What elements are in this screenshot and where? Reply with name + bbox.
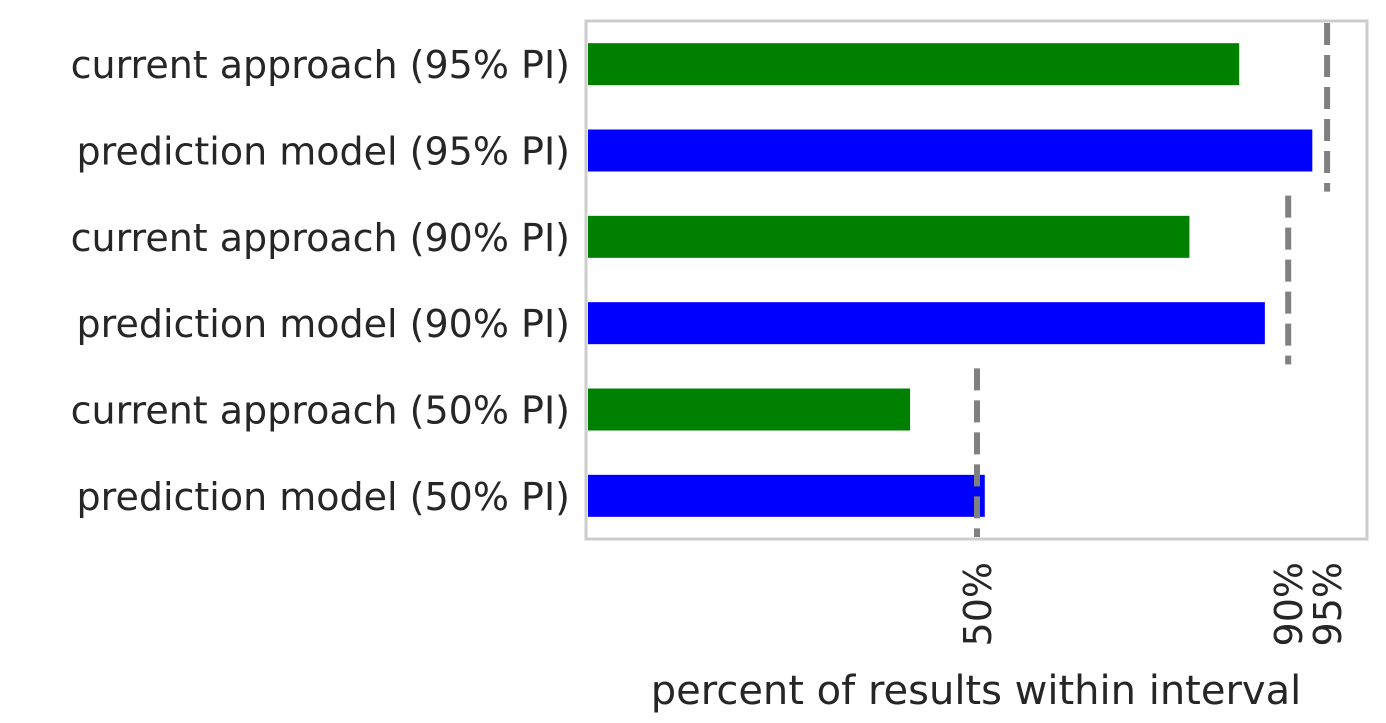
y-tick-label-current-approach-90-pi: current approach (90% PI): [71, 216, 570, 260]
bar-current-approach-90-pi: [588, 215, 1190, 258]
y-tick-labels-group: current approach (95% PI) prediction mode…: [71, 43, 570, 519]
bar-prediction-model-95-pi: [588, 129, 1313, 172]
bar-prediction-model-90-pi: [588, 302, 1265, 345]
y-tick-label-prediction-model-90-pi: prediction model (90% PI): [77, 302, 570, 346]
plot-frame: [584, 19, 1369, 541]
y-tick-label-prediction-model-95-pi: prediction model (95% PI): [77, 130, 570, 174]
bar-current-approach-50-pi: [588, 388, 911, 431]
reference-lines-group: [974, 23, 1331, 537]
y-tick-label-current-approach-95-pi: current approach (95% PI): [71, 43, 570, 87]
bar-prediction-model-50-pi: [588, 474, 985, 517]
y-tick-label-prediction-model-50-pi: prediction model (50% PI): [77, 475, 570, 519]
x-tick-label-90: 90%: [1267, 562, 1311, 646]
bar-current-approach-95-pi: [588, 43, 1240, 86]
x-tick-label-50: 50%: [956, 562, 1000, 646]
x-tick-label-95: 95%: [1306, 562, 1350, 646]
x-axis-label: percent of results within interval: [651, 668, 1301, 714]
x-tick-labels-group: 50% 90%95%: [956, 562, 1350, 646]
bars-group: [588, 43, 1313, 517]
y-tick-label-current-approach-50-pi: current approach (50% PI): [71, 389, 570, 433]
